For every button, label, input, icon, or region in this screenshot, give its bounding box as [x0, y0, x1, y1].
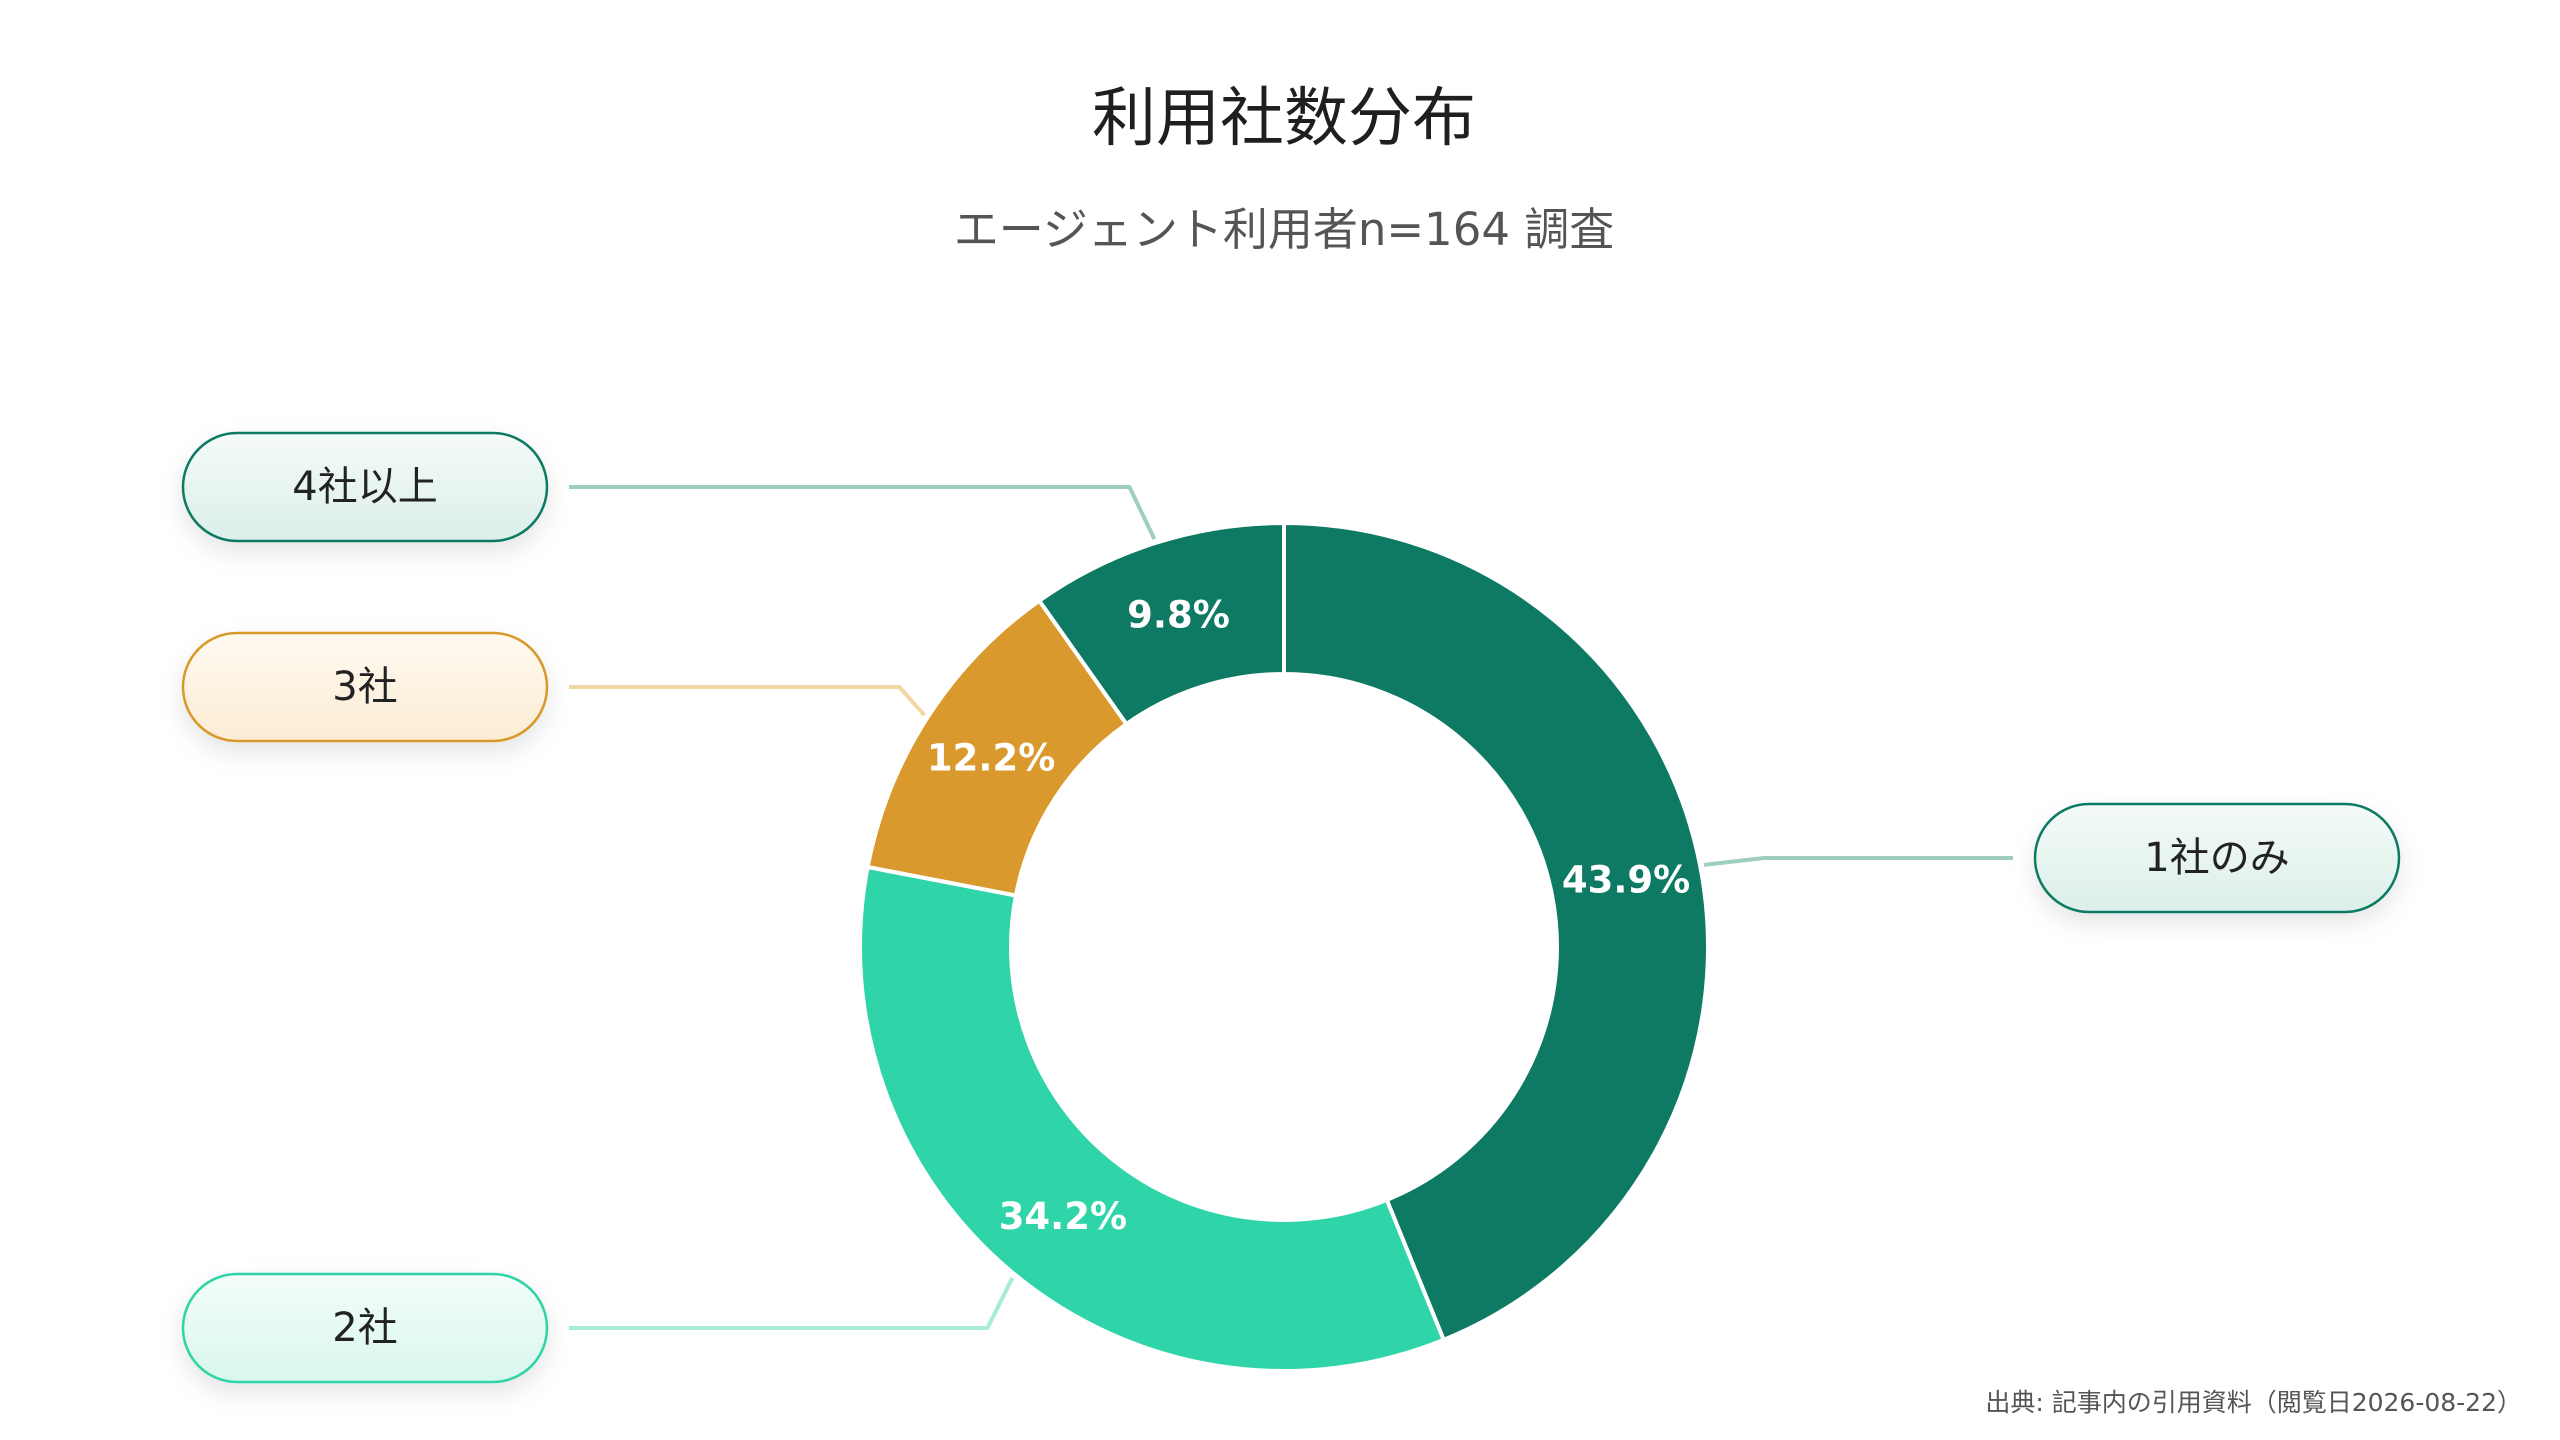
- leader-line-3: [569, 685, 926, 717]
- callout-2: 2社: [181, 1272, 549, 1384]
- callout-pill-3: [181, 631, 549, 743]
- callout-pill-4: [181, 431, 549, 543]
- slice-value-labels: 43.9% 34.2% 12.2% 9.8%: [927, 593, 1690, 1238]
- slice-value-label-2: 34.2%: [999, 1195, 1127, 1238]
- donut-slice-1: [1282, 520, 1710, 1343]
- callout-pill-2: [181, 1272, 549, 1384]
- callout-pill-1: [2033, 802, 2401, 914]
- chart-title: 利用社数分布: [1092, 82, 1476, 156]
- donut-slice-2: [858, 864, 1447, 1373]
- callout-label-2: 2社: [332, 1305, 397, 1351]
- callout-leaders: [569, 485, 2013, 1330]
- leader-line-1: [1703, 856, 2013, 867]
- callout-label-3: 3社: [332, 664, 397, 710]
- leader-line-4: [569, 485, 1157, 540]
- donut-slices: [858, 520, 1710, 1373]
- callout-label-4: 4社以上: [292, 464, 437, 510]
- chart-subtitle: エージェント利用者n=164 調査: [954, 203, 1615, 256]
- callout-4: 4社以上: [181, 431, 549, 543]
- callout-1: 1社のみ: [2033, 802, 2401, 914]
- callout-label-1: 1社のみ: [2144, 835, 2289, 881]
- donut-slice-4: [1036, 520, 1286, 727]
- slice-value-label-4: 9.8%: [1127, 593, 1230, 636]
- category-callouts: 1社のみ 2社 3社 4社以上: [181, 431, 2401, 1384]
- leader-line-2: [569, 1276, 1015, 1330]
- slice-value-label-3: 12.2%: [927, 737, 1055, 780]
- source-note: 出典: 記事内の引用資料（閲覧日2026-08-22）: [1985, 1388, 2522, 1417]
- callout-3: 3社: [181, 631, 549, 743]
- slice-value-label-1: 43.9%: [1562, 859, 1690, 902]
